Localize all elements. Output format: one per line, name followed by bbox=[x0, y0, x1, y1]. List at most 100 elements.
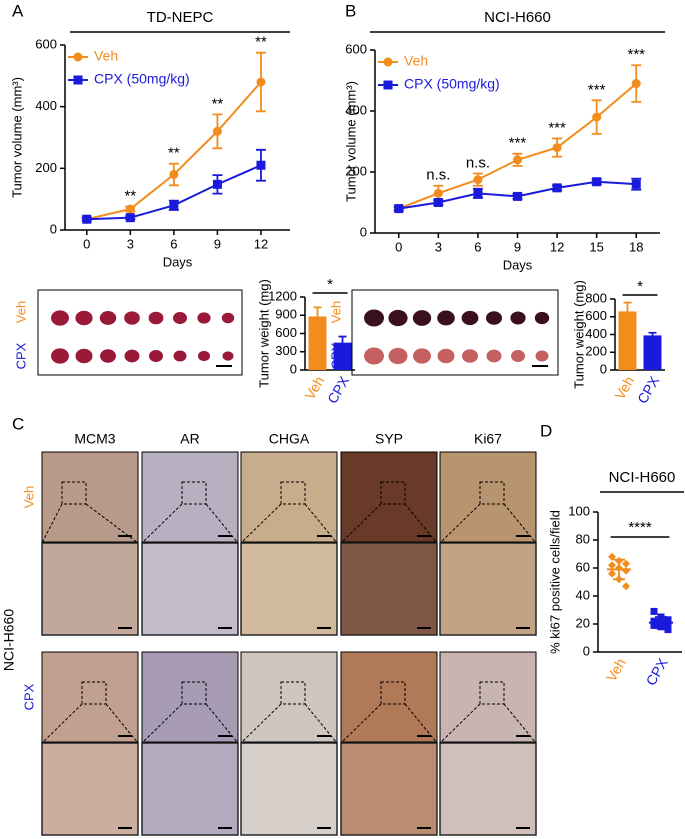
zoom-line bbox=[439, 503, 481, 544]
x-axis-label: Days bbox=[163, 254, 193, 269]
y-axis-label: Tumor weight (mg) bbox=[256, 279, 271, 388]
zoom-line bbox=[340, 703, 382, 744]
x-tick-label: Veh bbox=[603, 655, 629, 684]
panel-label: C bbox=[12, 414, 24, 433]
y-tick-label: 200 bbox=[35, 160, 57, 175]
zoom-line bbox=[240, 503, 282, 544]
tumor bbox=[124, 349, 140, 363]
ihc-zoom bbox=[141, 742, 239, 836]
bar bbox=[643, 335, 662, 370]
ihc-zoom bbox=[141, 542, 239, 636]
point bbox=[212, 126, 222, 136]
y-axis-label: % ki67 positive cells/field bbox=[547, 510, 562, 654]
tumor bbox=[462, 349, 478, 363]
y-tick-label: 0 bbox=[290, 361, 297, 376]
point bbox=[433, 188, 443, 198]
point bbox=[125, 213, 135, 223]
zoom-line bbox=[141, 503, 183, 544]
error-bar bbox=[613, 558, 625, 581]
point bbox=[592, 177, 602, 187]
ihc-column: MCM3 bbox=[74, 431, 115, 447]
point bbox=[552, 143, 562, 153]
tumor bbox=[173, 350, 187, 362]
y-tick-label: 300 bbox=[275, 343, 297, 358]
point bbox=[650, 621, 658, 629]
point bbox=[552, 183, 562, 193]
ihc-image bbox=[439, 651, 537, 743]
x-tick-label: 3 bbox=[435, 239, 442, 254]
legend-marker bbox=[383, 57, 393, 67]
zoom-line bbox=[141, 703, 183, 744]
y-tick-label: 0 bbox=[50, 221, 57, 236]
ihc-grid bbox=[41, 451, 537, 836]
ihc-side-label: NCI-H660 bbox=[1, 609, 17, 671]
x-tick-label: CPX bbox=[324, 373, 353, 407]
legend-label: Veh bbox=[404, 53, 428, 69]
y-axis-label: Tumor volume (mm³) bbox=[343, 81, 358, 202]
ihc-image bbox=[141, 451, 239, 543]
annotation: *** bbox=[627, 46, 645, 63]
annotation: *** bbox=[588, 81, 606, 98]
y-tick-label: 600 bbox=[275, 325, 297, 340]
zoom-line bbox=[404, 703, 438, 744]
panel-label: D bbox=[540, 421, 552, 440]
tumor bbox=[124, 311, 140, 325]
y-tick-label: 400 bbox=[35, 98, 57, 113]
tumor bbox=[364, 309, 384, 327]
zoom-box bbox=[479, 481, 505, 505]
ihc-column: Ki67 bbox=[474, 431, 502, 447]
x-tick-label: 15 bbox=[589, 239, 603, 254]
bar bbox=[618, 311, 637, 370]
tumor bbox=[437, 310, 455, 326]
panel-label: A bbox=[12, 1, 24, 20]
chart-title: NCI-H660 bbox=[609, 469, 676, 486]
legend-label: Veh bbox=[94, 48, 118, 64]
x-tick-label: 6 bbox=[170, 236, 177, 251]
panel-label: B bbox=[345, 1, 356, 20]
tumor bbox=[100, 349, 116, 363]
point bbox=[664, 620, 672, 628]
ihc-zoom bbox=[439, 542, 537, 636]
zoom-box bbox=[280, 681, 306, 705]
ihc-image bbox=[439, 451, 537, 543]
annotation: ** bbox=[212, 95, 224, 112]
point bbox=[622, 582, 630, 591]
zoom-box bbox=[479, 681, 505, 705]
y-tick-label: 80 bbox=[576, 531, 590, 546]
y-axis-label: Tumor weight (mg) bbox=[571, 280, 586, 389]
tumor bbox=[148, 311, 164, 325]
point bbox=[592, 112, 602, 122]
ihc-zoom bbox=[439, 742, 537, 836]
tumor bbox=[173, 312, 187, 324]
x-tick-label: CPX bbox=[643, 655, 672, 689]
y-tick-label: 20 bbox=[576, 615, 590, 630]
tumor bbox=[413, 348, 431, 364]
zoom-line bbox=[205, 703, 239, 744]
y-tick-label: 0 bbox=[583, 643, 590, 658]
legend-marker bbox=[73, 52, 83, 62]
point bbox=[664, 626, 672, 634]
x-tick-label: 0 bbox=[395, 239, 402, 254]
zoom-line bbox=[205, 503, 239, 544]
y-tick-label: 600 bbox=[35, 36, 57, 51]
photo-label: Veh bbox=[13, 301, 28, 323]
y-tick-label: 200 bbox=[585, 344, 607, 359]
zoom-line bbox=[85, 503, 139, 544]
ihc-column: AR bbox=[180, 431, 199, 447]
tumor bbox=[412, 310, 432, 326]
x-axis-label: Days bbox=[503, 257, 533, 272]
point bbox=[212, 179, 222, 189]
y-tick-label: 800 bbox=[585, 290, 607, 305]
x-tick-label: 12 bbox=[254, 236, 268, 251]
point bbox=[169, 170, 179, 179]
ihc-image bbox=[240, 451, 338, 543]
annotation: ** bbox=[124, 188, 136, 205]
annotation: n.s. bbox=[426, 167, 450, 184]
tumor-photo bbox=[37, 289, 243, 376]
ihc-image bbox=[340, 651, 438, 743]
zoom-line bbox=[404, 503, 438, 544]
ihc-zoom bbox=[240, 742, 338, 836]
annotation: n.s. bbox=[466, 154, 490, 171]
legend-label: CPX (50mg/kg) bbox=[404, 76, 500, 92]
